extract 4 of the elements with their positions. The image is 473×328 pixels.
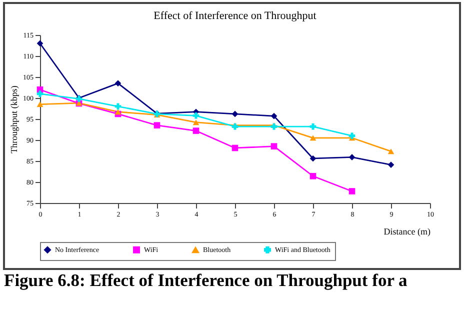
- x-axis-title: Distance (m): [384, 226, 430, 236]
- y-axis-title: Throughput (kbps): [9, 86, 19, 154]
- chart-title: Effect of Interference on Throughput: [154, 10, 316, 22]
- caption: Figure 6.8: Effect of Interference on Throughput for a: [4, 270, 408, 291]
